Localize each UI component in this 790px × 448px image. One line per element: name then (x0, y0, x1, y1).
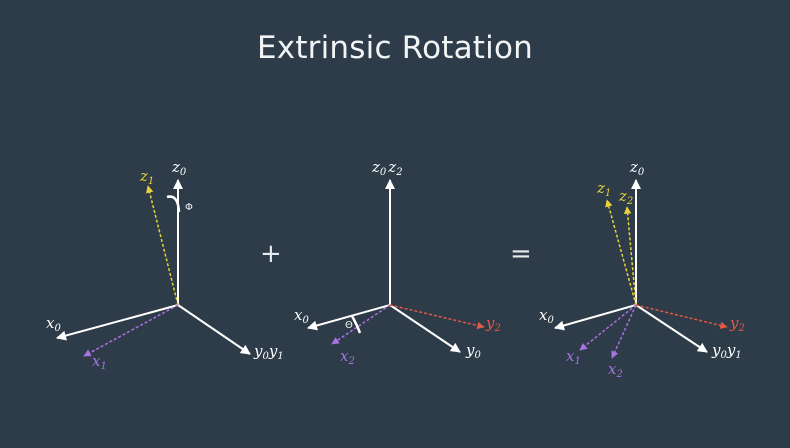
label-z0: z0 (629, 158, 645, 178)
label-z0: z0 (171, 158, 187, 178)
angle-label-theta: Θ (345, 320, 353, 331)
label-x1: x1 (566, 347, 581, 367)
axis-x0 (56, 304, 179, 341)
axis-y2 (635, 304, 728, 330)
angle-label-phi: Φ (185, 202, 193, 213)
label-z2: z2 (618, 187, 633, 207)
label-y0-y1: y0y1 (711, 341, 742, 361)
label-y2: y2 (729, 314, 745, 334)
axis-x0 (554, 304, 637, 331)
label-x0: x0 (46, 314, 61, 334)
axis-x1 (83, 304, 179, 357)
panel-first-rotation: Φ z0 z1 x0 x1 y0y1 (46, 158, 284, 372)
label-x0: x0 (294, 306, 309, 326)
panel-second-rotation: Θ z0 z2 x0 x2 y0 y2 (294, 158, 501, 367)
angle-arc-theta (350, 315, 362, 334)
panel-result: z0 z1 z2 x0 x1 x2 y0y1 y2 (539, 158, 745, 380)
label-x2: x2 (340, 347, 355, 367)
label-y2: y2 (485, 314, 501, 334)
axis-y0-y1 (177, 304, 251, 355)
label-z1: z1 (596, 179, 611, 199)
axis-x0 (307, 304, 391, 331)
axis-x2 (331, 304, 391, 345)
label-x1: x1 (92, 352, 107, 372)
page-title: Extrinsic Rotation (256, 30, 533, 66)
label-y0-y1: y0y1 (253, 342, 284, 362)
axis-y0 (389, 304, 461, 353)
label-z0-z2: z0 z2 (371, 158, 403, 178)
label-y0: y0 (465, 341, 481, 361)
axis-y0-y1 (635, 304, 708, 353)
label-x0: x0 (539, 306, 554, 326)
label-x2: x2 (608, 360, 623, 380)
axis-z2 (623, 206, 637, 306)
axis-z1 (605, 199, 637, 306)
axis-x2 (611, 304, 637, 359)
axis-x1 (579, 304, 637, 351)
plus-operator: + (260, 239, 282, 269)
angle-arc-phi (166, 195, 181, 213)
axis-y2 (389, 304, 485, 330)
equals-operator: = (510, 239, 532, 269)
axis-z1 (146, 185, 179, 306)
label-z1: z1 (139, 167, 154, 187)
